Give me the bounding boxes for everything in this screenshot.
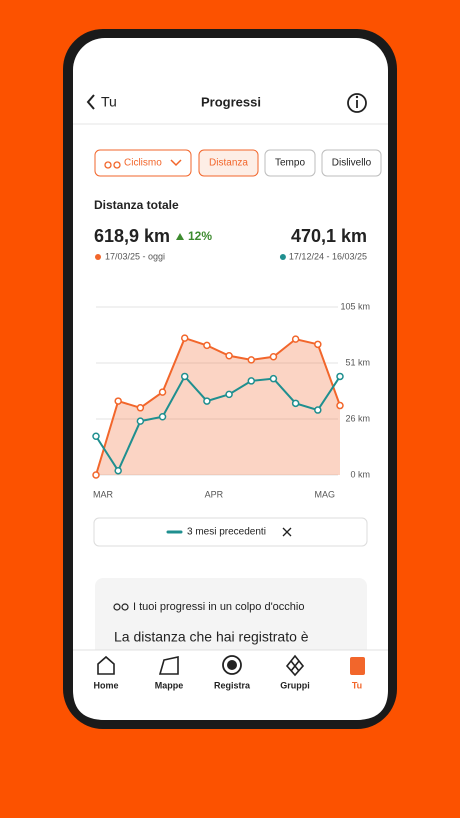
point (92, 471, 100, 479)
metric-filter[interactable] (321, 149, 382, 177)
point (291, 399, 300, 408)
groups-icon[interactable] (285, 654, 305, 677)
maps-icon[interactable] (158, 656, 179, 675)
nav-label[interactable]: Mappe (155, 680, 184, 690)
close-icon[interactable] (282, 527, 292, 537)
card-text: La distanza che hai registrato è (114, 629, 309, 645)
point (203, 397, 211, 405)
filter-label: Tempo (275, 158, 305, 169)
point (180, 334, 189, 342)
bike-icon (113, 161, 121, 169)
x-tick-label: MAR (93, 489, 114, 499)
legend-dot (279, 254, 286, 260)
metric-filter[interactable] (264, 149, 316, 177)
point (314, 406, 322, 414)
point (336, 372, 344, 381)
bike-icon (121, 603, 129, 611)
comparison-chip[interactable] (93, 517, 368, 547)
legend-label: 17/12/24 - 16/03/25 (289, 251, 367, 261)
sport-filter[interactable] (94, 149, 192, 177)
legend-label: 17/03/25 - oggi (105, 251, 165, 261)
info-icon[interactable] (347, 93, 367, 113)
record-icon[interactable] (222, 655, 242, 675)
bike-icon (113, 603, 121, 611)
point (314, 340, 322, 349)
point (114, 466, 122, 475)
point (225, 351, 233, 360)
nav-label[interactable]: Home (93, 680, 118, 690)
chart: 0 km 26 km 51 km 105 km MAR APR MAG (92, 301, 370, 499)
x-tick-label: APR (205, 489, 224, 499)
point (158, 413, 167, 421)
point (92, 432, 100, 440)
bike-icon (104, 161, 112, 169)
point (336, 401, 344, 410)
back-icon[interactable] (86, 94, 95, 110)
up-arrow (176, 233, 184, 240)
point (269, 353, 278, 361)
filter-label: Distanza (209, 158, 248, 169)
legend-dot (95, 254, 101, 260)
y-tick-label: 26 km (345, 413, 370, 423)
line (95, 374, 341, 473)
home-icon[interactable] (97, 655, 115, 675)
y-tick-label: 105 km (340, 301, 370, 311)
record-icon-dot (227, 660, 237, 670)
page-title: Progressi (201, 94, 261, 109)
nav-label[interactable]: Gruppi (280, 680, 310, 690)
y-tick-label: 0 km (350, 469, 370, 479)
summary-title: Distanza totale (94, 198, 179, 212)
nav-label[interactable]: Tu (352, 680, 362, 690)
info-icon-dot (355, 95, 359, 99)
point (136, 404, 145, 412)
previous-total: 470,1 km (291, 226, 367, 246)
x-tick-label: MAG (315, 489, 336, 499)
change: 12% (188, 229, 212, 243)
area (96, 338, 340, 475)
point (158, 388, 167, 396)
nav-label[interactable]: Registra (214, 680, 251, 690)
point (225, 390, 233, 399)
chip-label: 3 mesi precedenti (187, 527, 266, 538)
point (114, 397, 122, 405)
filter-label: Ciclismo (124, 158, 162, 169)
insight-card (95, 578, 367, 668)
point (247, 377, 256, 385)
filter-label: Dislivello (332, 158, 372, 169)
back-label[interactable]: Tu (101, 94, 117, 110)
line (95, 336, 341, 476)
card-heading: I tuoi progressi in un colpo d'occhio (133, 601, 304, 613)
metric-filter[interactable] (198, 149, 259, 177)
point (180, 372, 189, 381)
screen (73, 38, 388, 720)
y-tick-label: 51 km (345, 357, 370, 367)
point (269, 374, 278, 383)
point (247, 356, 256, 364)
nav-bar (73, 650, 388, 720)
you-icon[interactable] (350, 657, 365, 675)
point (136, 417, 145, 425)
current-total: 618,9 km (94, 226, 170, 246)
point (203, 341, 211, 350)
chevron (170, 159, 182, 167)
point (291, 335, 300, 343)
